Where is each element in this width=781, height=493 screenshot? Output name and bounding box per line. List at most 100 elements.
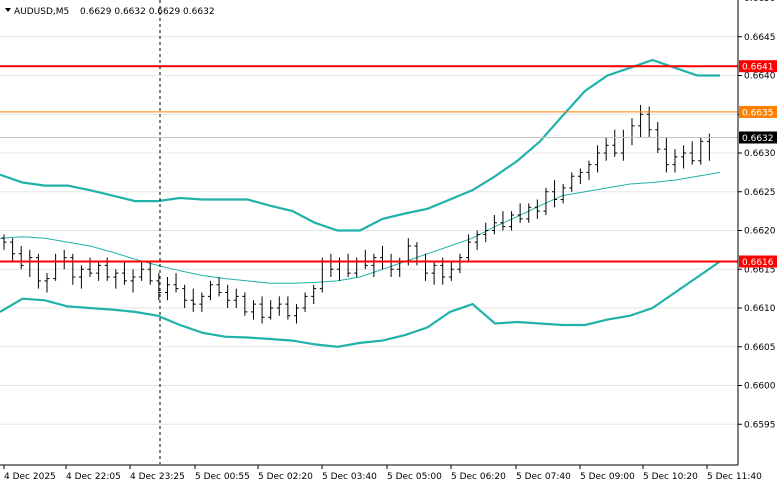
price-tick-label: 0.6630: [744, 149, 776, 159]
ohlc-bar: [10, 238, 16, 262]
ohlc-bar: [371, 253, 377, 277]
price-label-current: 0.6632: [739, 131, 777, 144]
time-tick-label: 5 Dec 03:40: [322, 472, 377, 482]
ohlc-bar: [603, 137, 609, 161]
price-tick-label: 0.6620: [744, 227, 776, 237]
ohlc-bar: [517, 203, 523, 223]
price-label-box: [739, 255, 777, 268]
chart-header: AUDUSD,M5 0.6629 0.6632 0.6629 0.6632: [5, 7, 215, 17]
price-tick-label: 0.6600: [744, 382, 776, 392]
price-tick-label: 0.6625: [744, 188, 776, 198]
ohlc-bar: [526, 203, 532, 223]
ohlc-bar: [552, 180, 558, 208]
ohlc-bar: [164, 277, 170, 301]
price-tick-label: 0.6610: [744, 304, 776, 314]
price-tick-label: 0.6615: [744, 265, 776, 275]
ohlc-bar: [139, 261, 145, 281]
ohlc-bar: [35, 253, 41, 289]
ohlc-bar: [182, 284, 188, 308]
time-tick-label: 5 Dec 10:20: [643, 472, 698, 482]
ohlc-bar: [190, 288, 196, 312]
bollinger-upper-line: [0, 58, 720, 232]
ohlc-bar: [250, 300, 256, 320]
ohlc-bar: [483, 222, 489, 243]
price-tick-label: 0.6650: [744, 0, 776, 4]
price-tick-label: 0.6595: [744, 420, 776, 430]
ohlc-bar: [113, 269, 119, 289]
ohlc-bar: [689, 141, 695, 165]
price-label-box: [739, 105, 777, 118]
price-tick-label: 0.6605: [744, 343, 776, 353]
ohlc-bar: [259, 296, 265, 324]
ohlc-bar: [1, 234, 7, 250]
ohlc-bar: [612, 129, 618, 157]
ohlc-bar: [268, 300, 274, 320]
ohlc-bar: [457, 253, 463, 274]
ohlc-bar: [638, 104, 644, 138]
ohlc-bar: [448, 261, 454, 281]
ohlc-bar: [96, 261, 102, 281]
ohlc-bar: [225, 284, 231, 308]
horizontal-levels[interactable]: [0, 65, 738, 263]
ohlc-bar: [534, 199, 540, 219]
bollinger-middle-line: [0, 171, 721, 284]
price-labels: 0.6641 0.6635 0.6632 0.6616: [739, 60, 777, 268]
time-tick-label: 5 Dec 06:20: [451, 472, 506, 482]
price-label-text: 0.6635: [742, 108, 774, 118]
price-label-text: 0.6616: [742, 258, 774, 268]
time-tick-label: 4 Dec 23:25: [130, 472, 185, 482]
ohlc-bar: [242, 292, 248, 316]
dropdown-triangle-icon[interactable]: [5, 8, 11, 12]
ohlc-bar: [302, 292, 308, 312]
ohlc-bar: [147, 261, 153, 285]
ohlc-bar: [156, 273, 162, 301]
time-tick-label: 5 Dec 11:40: [707, 472, 762, 482]
time-tick-label: 5 Dec 00:55: [195, 472, 250, 482]
time-tick-label: 5 Dec 05:00: [387, 472, 442, 482]
time-tick-label: 5 Dec 09:00: [580, 472, 635, 482]
ohlc-bar: [595, 145, 601, 173]
price-tick-label: 0.6645: [744, 33, 776, 43]
time-axis[interactable]: 4 Dec 2025 4 Dec 22:05 4 Dec 23:25 5 Dec 00…: [3, 465, 762, 482]
price-label-text: 0.6632: [742, 134, 774, 144]
ohlc-bar: [681, 145, 687, 169]
price-label-red: 0.6641: [739, 60, 777, 73]
ohlc-bar: [500, 211, 506, 231]
price-label-box: [739, 60, 777, 73]
ohlc-bar: [130, 269, 136, 293]
ohlc-bar: [311, 284, 317, 305]
ohlc-bar: [663, 137, 669, 173]
price-label-box: [739, 131, 777, 144]
ohlc-bar: [285, 296, 291, 320]
ohlc-bar: [431, 261, 437, 285]
ohlc-bar: [543, 187, 549, 215]
price-bars: [1, 104, 712, 324]
ohlc-bar: [577, 168, 583, 184]
ohlc-bar: [199, 292, 205, 312]
time-tick-label: 4 Dec 2025: [4, 472, 56, 482]
ohlc-bar: [698, 137, 704, 165]
ohlc-bar: [560, 184, 566, 204]
ohlc-bar: [233, 288, 239, 308]
ohlc-bar: [216, 277, 222, 297]
grid: [0, 36, 738, 425]
bollinger-bands: [0, 58, 721, 348]
ohlc-bar: [586, 160, 592, 181]
time-tick-label: 4 Dec 22:05: [66, 472, 121, 482]
price-label-red: 0.6616: [739, 255, 777, 268]
time-tick-label: 5 Dec 07:40: [516, 472, 571, 482]
symbol-timeframe: AUDUSD,M5: [14, 7, 69, 17]
price-label-text: 0.6641: [742, 63, 774, 73]
ohlc-bar: [70, 253, 76, 285]
ohlc-bar: [293, 304, 299, 324]
ohlc-bar: [509, 211, 515, 231]
ohlc-bar: [276, 296, 282, 316]
price-tick-label: 0.6640: [744, 72, 776, 82]
ohlc-bar: [474, 230, 480, 250]
ohlc-bar: [44, 273, 50, 293]
price-label-orange: 0.6635: [739, 105, 777, 118]
time-tick-label: 5 Dec 02:20: [258, 472, 313, 482]
